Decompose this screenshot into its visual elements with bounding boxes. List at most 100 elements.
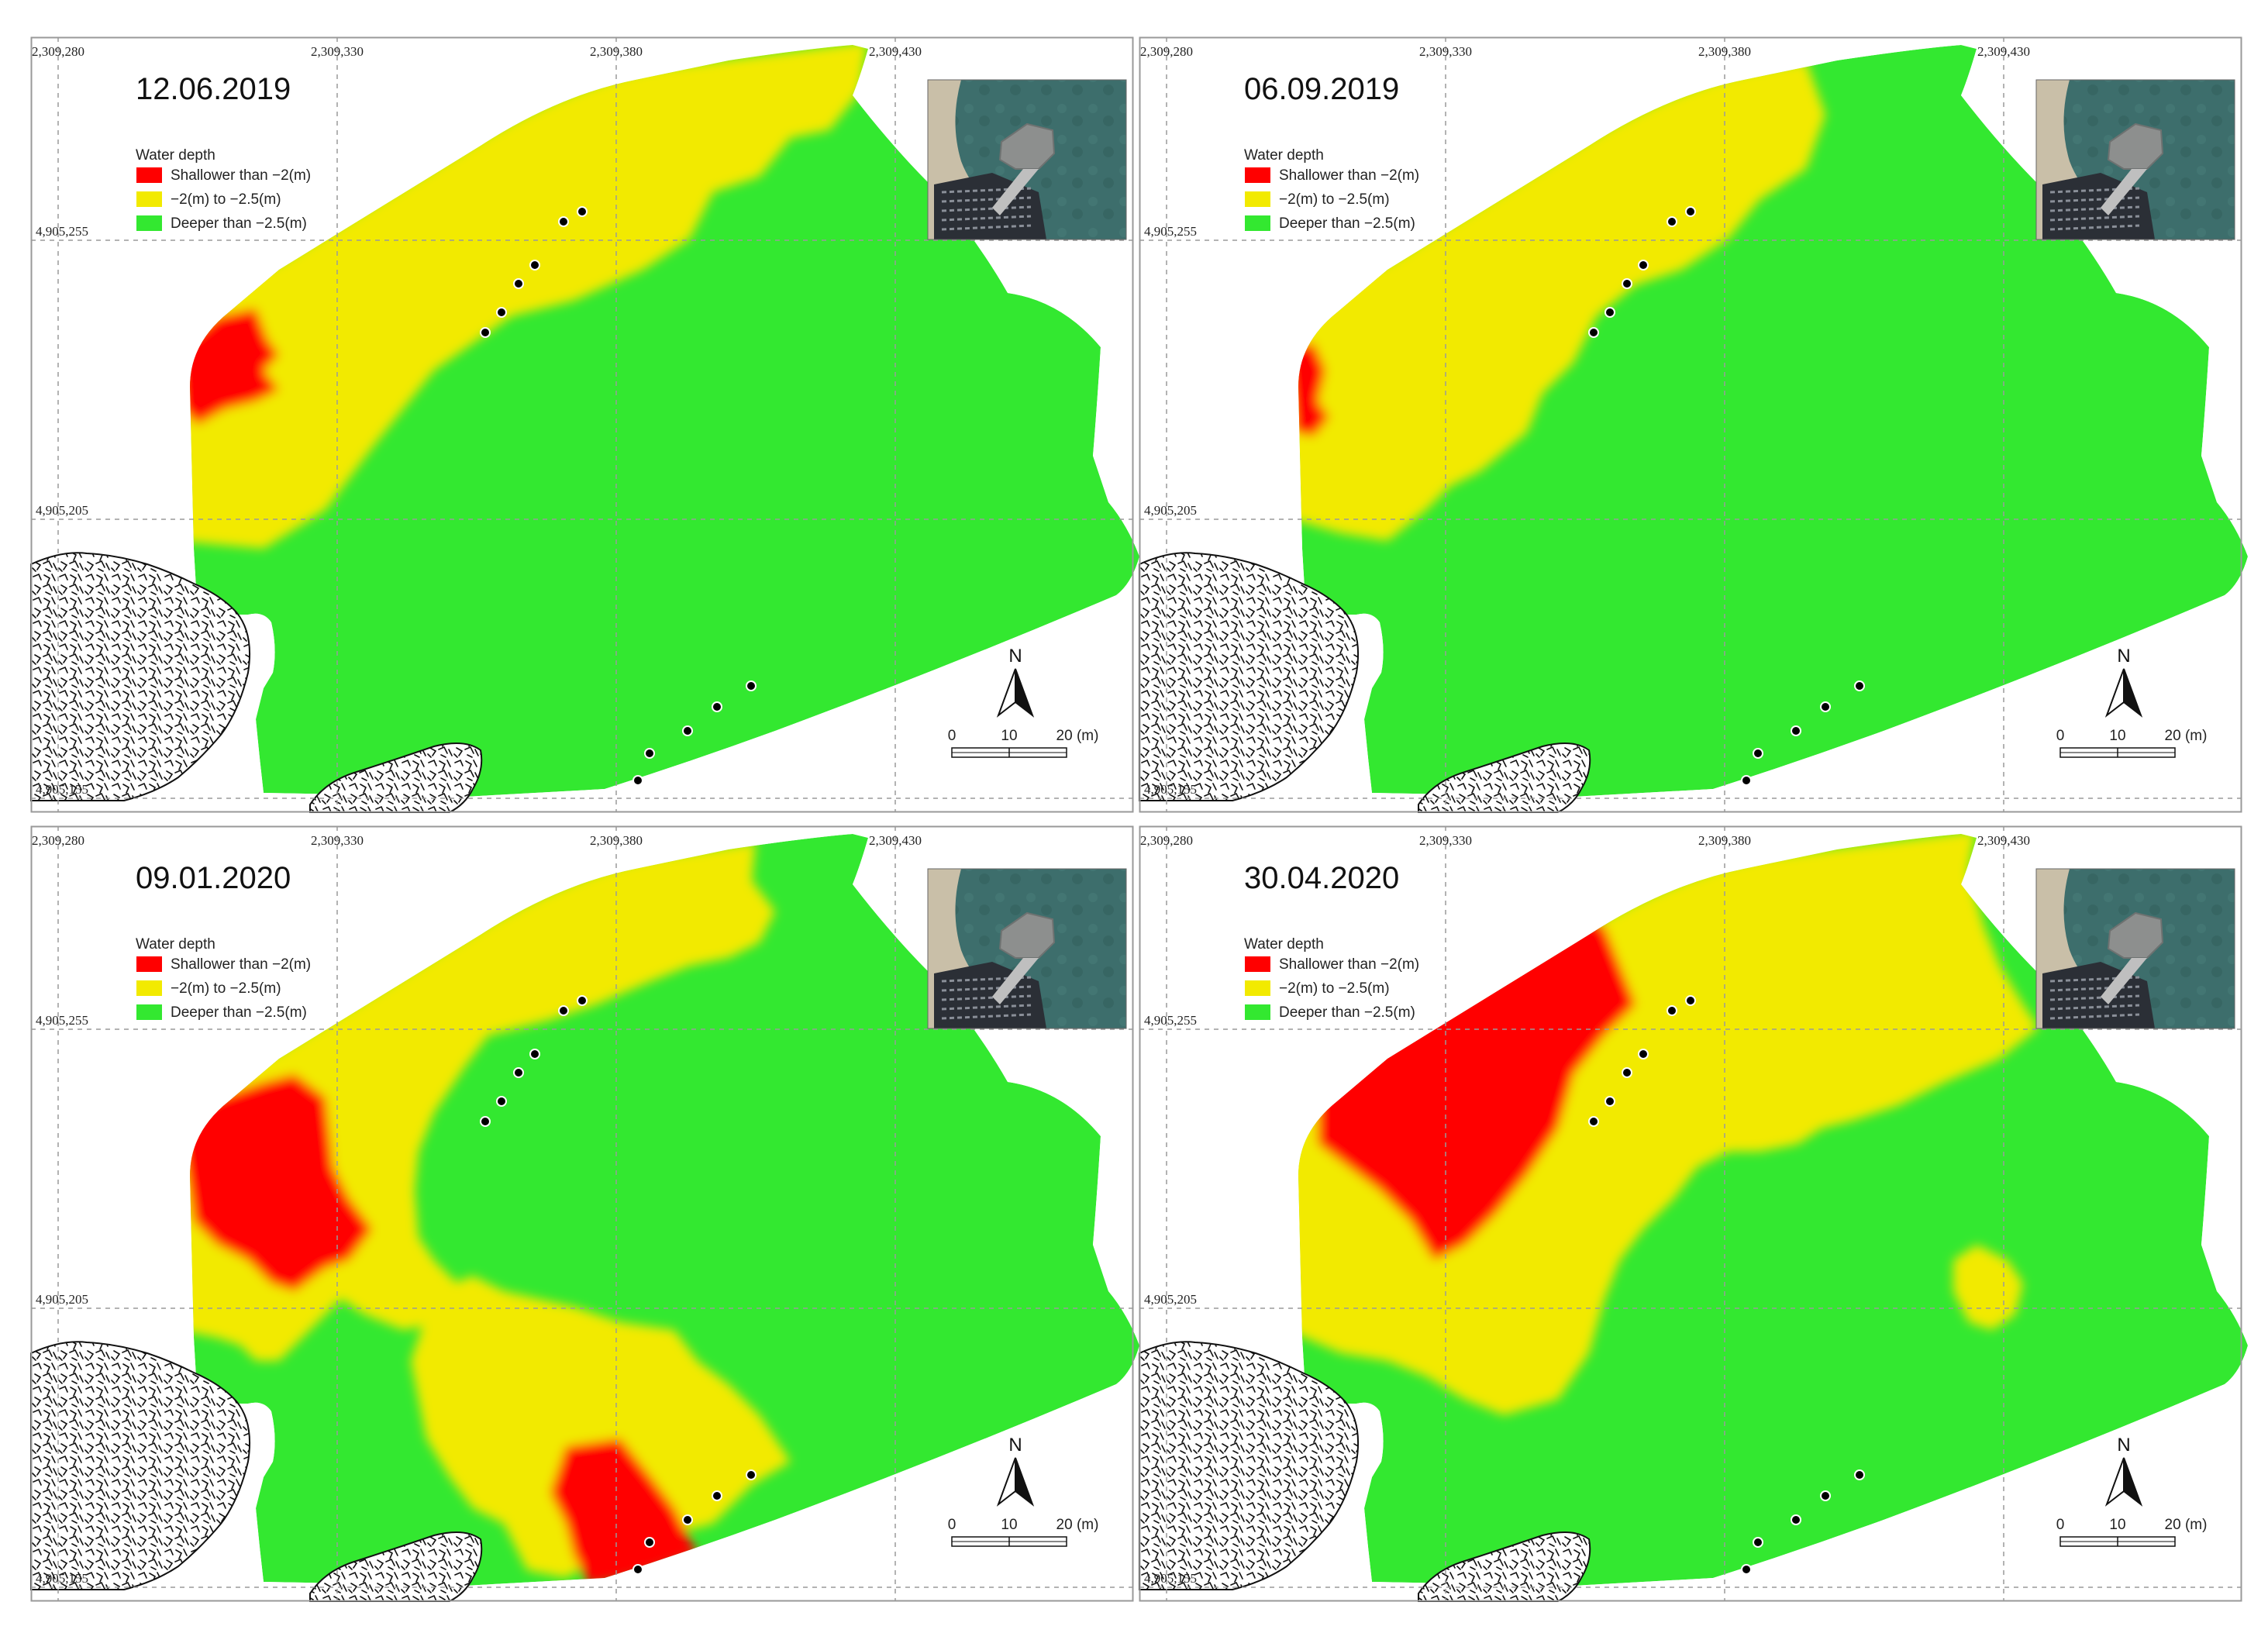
northing-label: 4,905,255 (36, 1013, 88, 1028)
inset-frame (2035, 79, 2235, 240)
northing-label: 4,905,205 (36, 1292, 88, 1307)
northing-label: 4,905,205 (1144, 1292, 1197, 1307)
sampling-point (1588, 1116, 1599, 1127)
sampling-point (746, 680, 757, 691)
legend-swatch (1245, 215, 1270, 231)
medium-depth-zone (190, 45, 868, 549)
legend-label: −2(m) to −2.5(m) (171, 191, 281, 208)
sampling-point (1604, 1096, 1615, 1107)
scale-label: 10 (2109, 728, 2125, 744)
easting-label: 2,309,430 (1977, 833, 2030, 848)
sampling-point (529, 1049, 540, 1059)
scale-bar: 0 10 20 (m) (2056, 1517, 2207, 1547)
legend-swatch (1245, 1004, 1270, 1020)
north-arrow-right (1015, 668, 1035, 718)
bathymetry-fill (190, 834, 1139, 1586)
breakwater-rocks (30, 552, 251, 801)
sampling-point (577, 206, 588, 217)
easting-label: 2,309,330 (311, 44, 364, 59)
northing-label: 4,905,255 (36, 224, 88, 239)
legend: Water depth Shallower than −2(m) −2(m) to … (136, 147, 311, 232)
sampling-point (1622, 278, 1632, 289)
easting-label: 2,309,280 (1140, 833, 1193, 848)
sampling-point (480, 327, 491, 338)
scale-label: 0 (948, 728, 956, 744)
scale-label: 10 (2109, 1517, 2125, 1533)
map-panel-1: 2,309,280 2,309,330 2,309,380 2,309,430 4,90… (30, 36, 1139, 813)
sampling-point (632, 775, 643, 786)
northing-label: 4,905,255 (1144, 224, 1197, 239)
map-panel-4: 2,309,280 2,309,330 2,309,380 2,309,430 4,90… (1139, 825, 2248, 1602)
inset-pier-line (941, 196, 1032, 203)
scale-label: 20 (m) (1056, 728, 1099, 744)
jetty-rocks (309, 742, 483, 813)
legend-label: Shallower than −2(m) (1279, 167, 1419, 184)
jetty-rocks (1418, 742, 1591, 813)
northing-label: 4,905,255 (1144, 1013, 1197, 1028)
inset-pier-line (2049, 196, 2140, 203)
inset-pier-line (941, 205, 1032, 212)
scale-bar: 0 10 20 (m) (2056, 728, 2207, 758)
sampling-point (682, 725, 693, 736)
scale-label: 10 (1001, 1517, 1017, 1533)
sampling-point (1820, 1490, 1831, 1501)
bathymetry-fill (1298, 45, 2248, 797)
inset-pier-line (941, 985, 1032, 992)
northing-label: 4,905,205 (36, 503, 88, 518)
legend-swatch (136, 167, 162, 183)
easting-label: 2,309,330 (1419, 833, 1472, 848)
medium-depth-zone (1298, 60, 1825, 541)
sampling-point (1791, 1514, 1801, 1525)
sampling-point (1685, 995, 1696, 1006)
inset-pier-line (941, 1004, 1032, 1011)
bathymetry-fill (1298, 834, 2248, 1586)
panel-date: 30.04.2020 (1244, 861, 1399, 895)
inset-pier-line (941, 994, 1032, 1001)
legend-swatch (1245, 956, 1270, 972)
sampling-point (1753, 1537, 1763, 1548)
easting-label: 2,309,280 (32, 44, 84, 59)
legend-title: Water depth (1244, 147, 1324, 164)
inset-pier-line (2049, 205, 2140, 212)
sampling-point (496, 307, 507, 318)
location-inset (927, 868, 1127, 1029)
panel-date: 12.06.2019 (136, 72, 291, 106)
medium-depth-zone (411, 1276, 791, 1578)
sampling-point (1741, 775, 1752, 786)
legend: Water depth Shallower than −2(m) −2(m) to … (136, 936, 311, 1021)
inset-jetty (992, 958, 1039, 1004)
scale-label: 10 (1001, 728, 1017, 744)
inset-pier-line (941, 224, 1032, 231)
sampling-point (712, 1490, 722, 1501)
sampling-point (480, 1116, 491, 1127)
panel-date: 09.01.2020 (136, 861, 291, 895)
easting-label: 2,309,430 (1977, 44, 2030, 59)
map-panel-3: 2,309,280 2,309,330 2,309,380 2,309,430 4,90… (30, 825, 1139, 1602)
sampling-point (1854, 680, 1865, 691)
easting-label: 2,309,430 (869, 833, 922, 848)
legend-label: Shallower than −2(m) (171, 167, 311, 184)
sampling-point (529, 260, 540, 270)
north-label: N (1008, 646, 1022, 667)
inset-pier-line (941, 215, 1032, 222)
inset-jetty (2101, 169, 2147, 215)
scale-label: 20 (m) (1056, 1517, 1099, 1533)
sampling-point (1791, 725, 1801, 736)
easting-label: 2,309,430 (869, 44, 922, 59)
legend-label: −2(m) to −2.5(m) (1279, 980, 1390, 997)
legend-label: Deeper than −2.5(m) (171, 1004, 307, 1021)
easting-label: 2,309,380 (590, 44, 643, 59)
breakwater-rocks (1139, 552, 1360, 801)
inset-jetty (992, 169, 1039, 215)
legend-label: Deeper than −2.5(m) (1279, 1004, 1415, 1021)
location-inset (2035, 868, 2235, 1029)
sampling-point (513, 1067, 524, 1078)
north-arrow-right (1015, 1457, 1035, 1507)
shallow-zone (1318, 911, 1636, 1260)
north-arrow: N (996, 646, 1035, 718)
easting-label: 2,309,380 (590, 833, 643, 848)
jetty-rocks (309, 1531, 483, 1602)
sampling-point (577, 995, 588, 1006)
breakwater-rocks (1139, 1341, 1360, 1590)
